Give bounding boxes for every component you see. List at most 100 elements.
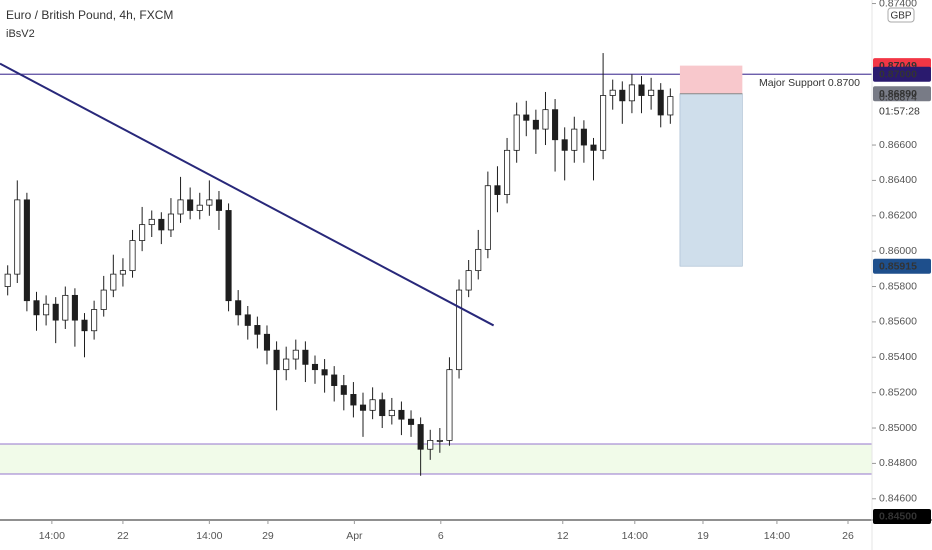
candle-body — [513, 114, 520, 151]
candle-body — [158, 218, 165, 231]
candle-body — [311, 363, 319, 371]
candle-body — [398, 409, 405, 420]
price-label: 0.87000 — [879, 69, 917, 81]
candle-body — [667, 96, 674, 116]
x-tick-label: 19 — [697, 530, 709, 542]
candle-body — [600, 95, 607, 151]
candle-body — [504, 149, 511, 195]
candle-body — [619, 89, 626, 102]
candle-body — [110, 273, 117, 291]
trendline — [0, 62, 495, 327]
currency-box — [887, 7, 915, 23]
candle-body — [590, 144, 597, 151]
candle-body — [139, 224, 146, 241]
candle-body — [100, 289, 107, 310]
y-tick-label: 0.85800 — [879, 280, 917, 292]
x-tick-label: 26 — [842, 530, 854, 542]
candle-body — [273, 349, 280, 371]
candle-body — [340, 385, 347, 395]
stop-zone — [679, 65, 743, 94]
candle-body — [532, 119, 539, 130]
candle-body — [244, 314, 251, 326]
candle-body — [407, 418, 415, 425]
candle-body — [369, 399, 376, 411]
candle-body — [292, 349, 299, 360]
candle-body — [81, 319, 88, 332]
x-tick-label: 14:00 — [764, 530, 790, 542]
candle-body — [225, 210, 232, 302]
candle-body — [465, 270, 472, 291]
candle-body — [235, 300, 242, 316]
indicator-name: iBsV2 — [6, 28, 35, 40]
chart-title: Euro / British Pound, 4h, FXCM — [6, 8, 173, 22]
candle-body — [52, 303, 59, 321]
candle-body — [331, 374, 338, 386]
target-zone — [679, 93, 743, 267]
price-label: 0.86890 — [879, 88, 917, 100]
candle-body — [359, 404, 367, 411]
countdown: 01:57:28 — [879, 105, 920, 117]
candle-body — [283, 358, 290, 371]
price-label-box — [873, 86, 931, 102]
y-tick-label: 0.85200 — [879, 386, 917, 398]
candle-body — [254, 325, 261, 335]
candle-body — [379, 399, 386, 417]
candle-body — [580, 128, 587, 146]
candle-body — [14, 199, 21, 275]
support-zone — [0, 443, 872, 475]
candle-body — [657, 89, 664, 116]
candle-body — [43, 303, 50, 316]
candle-body — [388, 409, 395, 417]
candle-body — [542, 109, 549, 130]
last-price: 0.86874 — [879, 91, 917, 103]
y-tick-label: 0.86000 — [879, 245, 917, 257]
y-tick-label: 0.85600 — [879, 316, 917, 328]
price-label: 0.85915 — [879, 260, 917, 272]
candle-body — [119, 270, 126, 275]
candle-body — [148, 218, 155, 226]
annotation: Major Support 0.8700 — [759, 77, 860, 89]
candle-body — [417, 424, 424, 450]
candle-body — [23, 199, 30, 302]
price-label: 0.84500 — [879, 511, 917, 523]
candle-body — [302, 349, 309, 365]
y-tick-label: 0.86200 — [879, 210, 917, 222]
candle-body — [263, 333, 271, 351]
candle-body — [91, 309, 98, 332]
candle-body — [62, 294, 69, 321]
candle-body — [638, 84, 645, 96]
x-tick-label: 6 — [438, 530, 444, 542]
candle-body — [321, 369, 328, 376]
y-tick-label: 0.84600 — [879, 493, 917, 505]
candle-body — [523, 114, 530, 121]
y-tick-label: 0.84800 — [879, 457, 917, 469]
candle-body — [167, 213, 174, 231]
y-tick-label: 0.85400 — [879, 351, 917, 363]
candle-body — [177, 199, 184, 215]
currency: GBP — [890, 11, 911, 22]
y-tick-label: 0.87400 — [879, 0, 917, 9]
candle-body — [648, 89, 655, 96]
candle-body — [206, 199, 213, 206]
candle-body — [196, 204, 203, 211]
x-tick-label: 14:00 — [622, 530, 648, 542]
candle-body — [561, 139, 568, 151]
candle-body — [609, 89, 616, 96]
candle-body — [436, 440, 443, 442]
candle-body — [71, 294, 78, 321]
candle-body — [187, 199, 194, 211]
candle-body — [484, 185, 491, 250]
price-label-box — [873, 66, 931, 82]
x-tick-label: 14:00 — [39, 530, 65, 542]
candle-body — [552, 109, 559, 141]
candle-body — [4, 273, 11, 287]
candle-body — [350, 394, 357, 406]
candle-body — [475, 248, 482, 272]
price-label-box — [873, 258, 931, 274]
candle-body — [494, 185, 501, 195]
y-tick-label: 0.86400 — [879, 174, 917, 186]
candle-body — [33, 300, 40, 316]
